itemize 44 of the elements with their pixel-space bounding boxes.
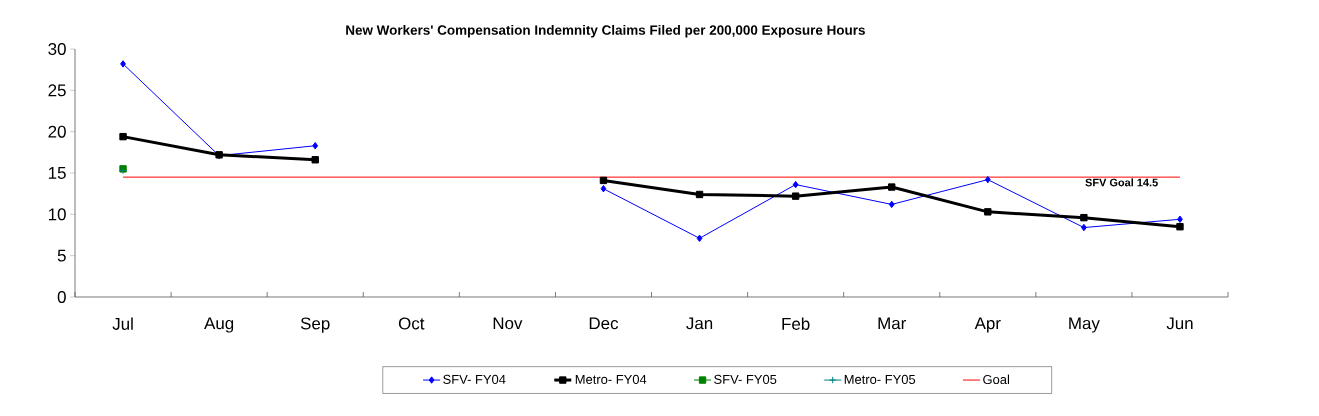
point (1177, 215, 1183, 223)
point (696, 234, 703, 242)
point (984, 175, 991, 184)
point (695, 190, 704, 199)
x-tick-label: May (1069, 317, 1100, 333)
point (1080, 223, 1087, 232)
x-tick-label: Jun (1166, 317, 1193, 330)
point (791, 192, 800, 200)
x-tick-label: Aug (204, 317, 234, 333)
y-tick-label: 0 (57, 291, 66, 303)
x-tick-label: Nov (493, 317, 523, 330)
point (888, 183, 896, 191)
point (888, 200, 895, 209)
y-tick-label: 20 (48, 125, 66, 138)
point (312, 142, 319, 150)
legend-label: Goal (983, 374, 1009, 385)
legend-label: SFV- FY05 (714, 374, 777, 384)
y-tick-label: 25 (48, 84, 66, 97)
legend-label: Metro- FY05 (844, 374, 916, 384)
legend-label: SFV- FY04 (443, 374, 506, 384)
point (599, 176, 608, 185)
x-tick-label: Sep (300, 317, 330, 333)
y-tick-label: 15 (48, 167, 66, 179)
legend-label: Metro- FY04 (575, 374, 647, 384)
y-tick-label: 10 (48, 208, 66, 221)
y-tick-label: 5 (57, 249, 66, 262)
y-tick-label: 30 (48, 43, 66, 55)
point (1176, 223, 1184, 231)
annotation: SFV Goal 14.5 (1085, 178, 1158, 187)
x-tick-label: Apr (974, 317, 1001, 333)
x-tick-label: Dec (589, 317, 619, 330)
x-tick-label: Jan (686, 317, 713, 330)
x-tick-label: Jul (112, 317, 133, 330)
point (600, 185, 607, 193)
point (984, 208, 992, 216)
point (120, 60, 126, 68)
point (792, 180, 799, 189)
chart-title: New Workers' Compensation Indemnity Claims Filed per 200,000 Exposure Hours (346, 24, 865, 38)
point (119, 132, 127, 141)
x-tick-label: Feb (782, 317, 810, 330)
point (311, 156, 319, 164)
point (1080, 213, 1088, 222)
x-tick-label: Oct (398, 317, 425, 330)
x-tick-label: Mar (878, 317, 907, 330)
